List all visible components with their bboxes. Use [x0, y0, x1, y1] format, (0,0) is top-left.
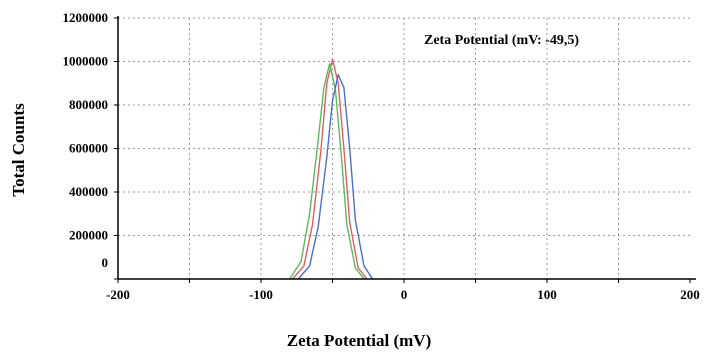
- x-tick-label: 0: [401, 287, 408, 302]
- y-tick-label: 400000: [69, 184, 108, 199]
- series-line-3: [297, 73, 374, 280]
- series-line-1: [291, 58, 368, 280]
- y-axis-title: Total Counts: [9, 103, 28, 197]
- y-tick-label: 1200000: [63, 10, 109, 25]
- series-line-2: [289, 63, 365, 280]
- y-tick-label: 800000: [69, 97, 108, 112]
- tick-labels: -200 -100 0 100 200 0 200000 400000 600000 800000…: [63, 10, 700, 302]
- y-tick-label: 600000: [69, 141, 108, 156]
- y-tick-label: 200000: [69, 228, 108, 243]
- x-axis-title: Zeta Potential (mV): [287, 331, 431, 350]
- y-tick-label: 0: [102, 255, 109, 270]
- grid-lines: [118, 17, 690, 279]
- x-tick-label: 100: [537, 287, 557, 302]
- x-tick-label: -100: [249, 287, 273, 302]
- axes: [114, 16, 696, 283]
- x-tick-label: 200: [680, 287, 700, 302]
- series-lines: [289, 58, 374, 280]
- zeta-potential-annotation: Zeta Potential (mV: -49,5): [424, 33, 579, 48]
- x-tick-label: -200: [106, 287, 130, 302]
- y-tick-label: 1000000: [63, 54, 109, 69]
